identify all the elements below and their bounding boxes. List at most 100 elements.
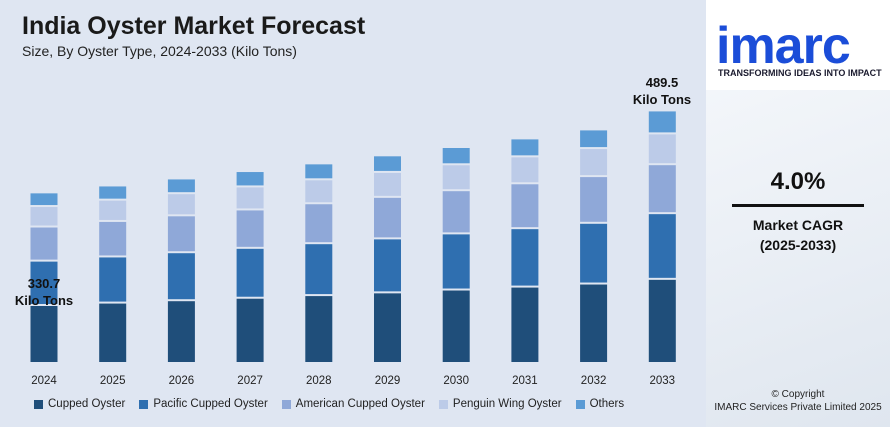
bar-segment-2029-pacific-cupped-oyster (374, 239, 401, 292)
bar-segment-2026-pacific-cupped-oyster (167, 253, 195, 300)
bar-segment-2029-cupped-oyster (374, 293, 401, 362)
bar-segment-2030-american-cupped-oyster (442, 191, 470, 233)
last-total-value: 489.5 (646, 75, 679, 90)
bar-segment-2028-penguin-wing-oyster (305, 180, 333, 203)
bar-segment-2028-cupped-oyster (305, 296, 333, 362)
bar-segment-2031-cupped-oyster (511, 287, 539, 362)
bars-group (30, 111, 676, 362)
copyright-line-1: © Copyright (771, 389, 825, 400)
bar-segment-2033-american-cupped-oyster (648, 165, 676, 213)
bar-segment-2029-american-cupped-oyster (374, 197, 401, 238)
bar-segment-2028-others (305, 164, 333, 179)
first-total-annotation: 330.7 Kilo Tons (15, 276, 73, 308)
legend-label: Penguin Wing Oyster (452, 398, 562, 410)
bar-segment-2027-penguin-wing-oyster (236, 187, 264, 209)
stacked-bar-chart: 2024 2025 2026 2027 2028 2029 2030 2031 2032 2033… (15, 75, 691, 387)
legend-item-penguin-wing-oyster: Penguin Wing Oyster (438, 398, 562, 410)
bar-segment-2031-penguin-wing-oyster (511, 157, 539, 183)
chart-title: India Oyster Market Forecast (22, 12, 366, 40)
x-tick-label-2025: 2025 (100, 375, 126, 387)
imarc-logo: imarc (716, 17, 851, 75)
bar-segment-2024-pacific-cupped-oyster (30, 261, 58, 305)
legend-swatch (34, 399, 43, 409)
legend-label: Pacific Cupped Oyster (153, 398, 268, 410)
first-total-unit: Kilo Tons (15, 293, 73, 308)
cagr-label-line-2: (2025-2033) (759, 237, 837, 253)
bar-segment-2031-pacific-cupped-oyster (511, 229, 539, 286)
bar-segment-2027-pacific-cupped-oyster (236, 248, 264, 297)
legend-label: Cupped Oyster (48, 398, 126, 410)
cagr-label: Market CAGR (2025-2033) (706, 215, 890, 255)
bar-segment-2026-american-cupped-oyster (167, 216, 195, 252)
bar-segment-2029-others (374, 156, 401, 171)
logo-tagline: TRANSFORMING IDEAS INTO IMPACT (718, 68, 882, 78)
legend-item-cupped-oyster: Cupped Oyster (34, 398, 125, 410)
bar-segment-2030-cupped-oyster (442, 290, 470, 362)
copyright-text: © Copyright IMARC Services Private Limit… (706, 388, 890, 414)
bar-segment-2024-cupped-oyster (30, 306, 58, 362)
bar-segment-2033-cupped-oyster (648, 279, 676, 362)
x-tick-label-2027: 2027 (237, 375, 263, 387)
last-total-unit: Kilo Tons (633, 92, 691, 107)
legend-swatch (438, 399, 448, 409)
chart-legend: Cupped Oyster Pacific Cupped Oyster Americ… (34, 398, 624, 410)
bar-segment-2028-pacific-cupped-oyster (305, 244, 333, 295)
sidebar-background-decoration (706, 90, 890, 427)
legend-swatch (575, 399, 585, 409)
sidebar-panel: imarc TRANSFORMING IDEAS INTO IMPACT 4.0… (706, 0, 890, 427)
bar-segment-2024-others (30, 193, 58, 206)
bar-segment-2025-cupped-oyster (99, 303, 127, 362)
chart-subtitle: Size, By Oyster Type, 2024-2033 (Kilo To… (22, 43, 297, 59)
legend-swatch (139, 399, 149, 409)
chart-panel: India Oyster Market Forecast Size, By Oy… (14, 12, 692, 410)
bar-segment-2033-penguin-wing-oyster (648, 134, 676, 164)
legend-label: American Cupped Oyster (295, 398, 425, 410)
bar-segment-2025-pacific-cupped-oyster (99, 257, 127, 302)
bar-segment-2025-penguin-wing-oyster (99, 200, 127, 220)
bar-segment-2029-penguin-wing-oyster (374, 172, 401, 196)
bar-segment-2030-pacific-cupped-oyster (442, 234, 470, 289)
bar-segment-2032-american-cupped-oyster (580, 177, 608, 222)
bar-segment-2026-penguin-wing-oyster (167, 194, 195, 215)
bar-segment-2031-others (511, 139, 539, 156)
legend-label: Others (589, 398, 625, 410)
x-tick-label-2026: 2026 (169, 375, 195, 387)
bar-segment-2027-american-cupped-oyster (236, 210, 264, 247)
legend-item-pacific-cupped-oyster: Pacific Cupped Oyster (139, 398, 268, 410)
bar-segment-2024-american-cupped-oyster (30, 227, 58, 260)
bar-segment-2025-american-cupped-oyster (99, 221, 127, 256)
cagr-label-line-1: Market CAGR (752, 217, 844, 233)
bar-segment-2027-others (236, 172, 264, 186)
x-tick-label-2029: 2029 (375, 375, 401, 387)
copyright-line-2: IMARC Services Private Limited 2025 (714, 402, 882, 413)
bar-segment-2025-others (99, 186, 127, 199)
cagr-divider (732, 204, 864, 207)
cagr-value: 4.0% (770, 168, 826, 195)
x-tick-label-2032: 2032 (581, 375, 607, 387)
legend-swatch (281, 399, 291, 409)
bar-segment-2027-cupped-oyster (236, 298, 264, 362)
x-tick-label-2031: 2031 (512, 375, 538, 387)
x-tick-label-2033: 2033 (650, 375, 676, 387)
x-tick-label-2028: 2028 (306, 375, 332, 387)
bar-segment-2026-cupped-oyster (167, 301, 195, 362)
legend-item-others: Others (575, 398, 625, 410)
bar-segment-2028-american-cupped-oyster (305, 204, 333, 243)
bar-segment-2033-others (648, 111, 676, 133)
bar-segment-2033-pacific-cupped-oyster (648, 214, 676, 278)
bar-segment-2032-others (580, 130, 608, 148)
bar-segment-2032-cupped-oyster (580, 284, 608, 362)
x-axis-labels: 2024 2025 2026 2027 2028 2029 2030 2031 2032 2033 (31, 375, 675, 387)
last-total-annotation: 489.5 Kilo Tons (633, 75, 691, 107)
bar-segment-2032-penguin-wing-oyster (580, 149, 608, 176)
bar-segment-2024-penguin-wing-oyster (30, 207, 58, 226)
legend-item-american-cupped-oyster: American Cupped Oyster (281, 398, 425, 410)
bar-segment-2031-american-cupped-oyster (511, 184, 539, 228)
bar-segment-2030-others (442, 148, 470, 164)
x-tick-label-2024: 2024 (31, 375, 57, 387)
bar-segment-2026-others (167, 179, 195, 193)
bar-segment-2030-penguin-wing-oyster (442, 165, 470, 190)
bar-segment-2032-pacific-cupped-oyster (580, 223, 608, 283)
x-tick-label-2030: 2030 (443, 375, 469, 387)
first-total-value: 330.7 (28, 276, 61, 291)
